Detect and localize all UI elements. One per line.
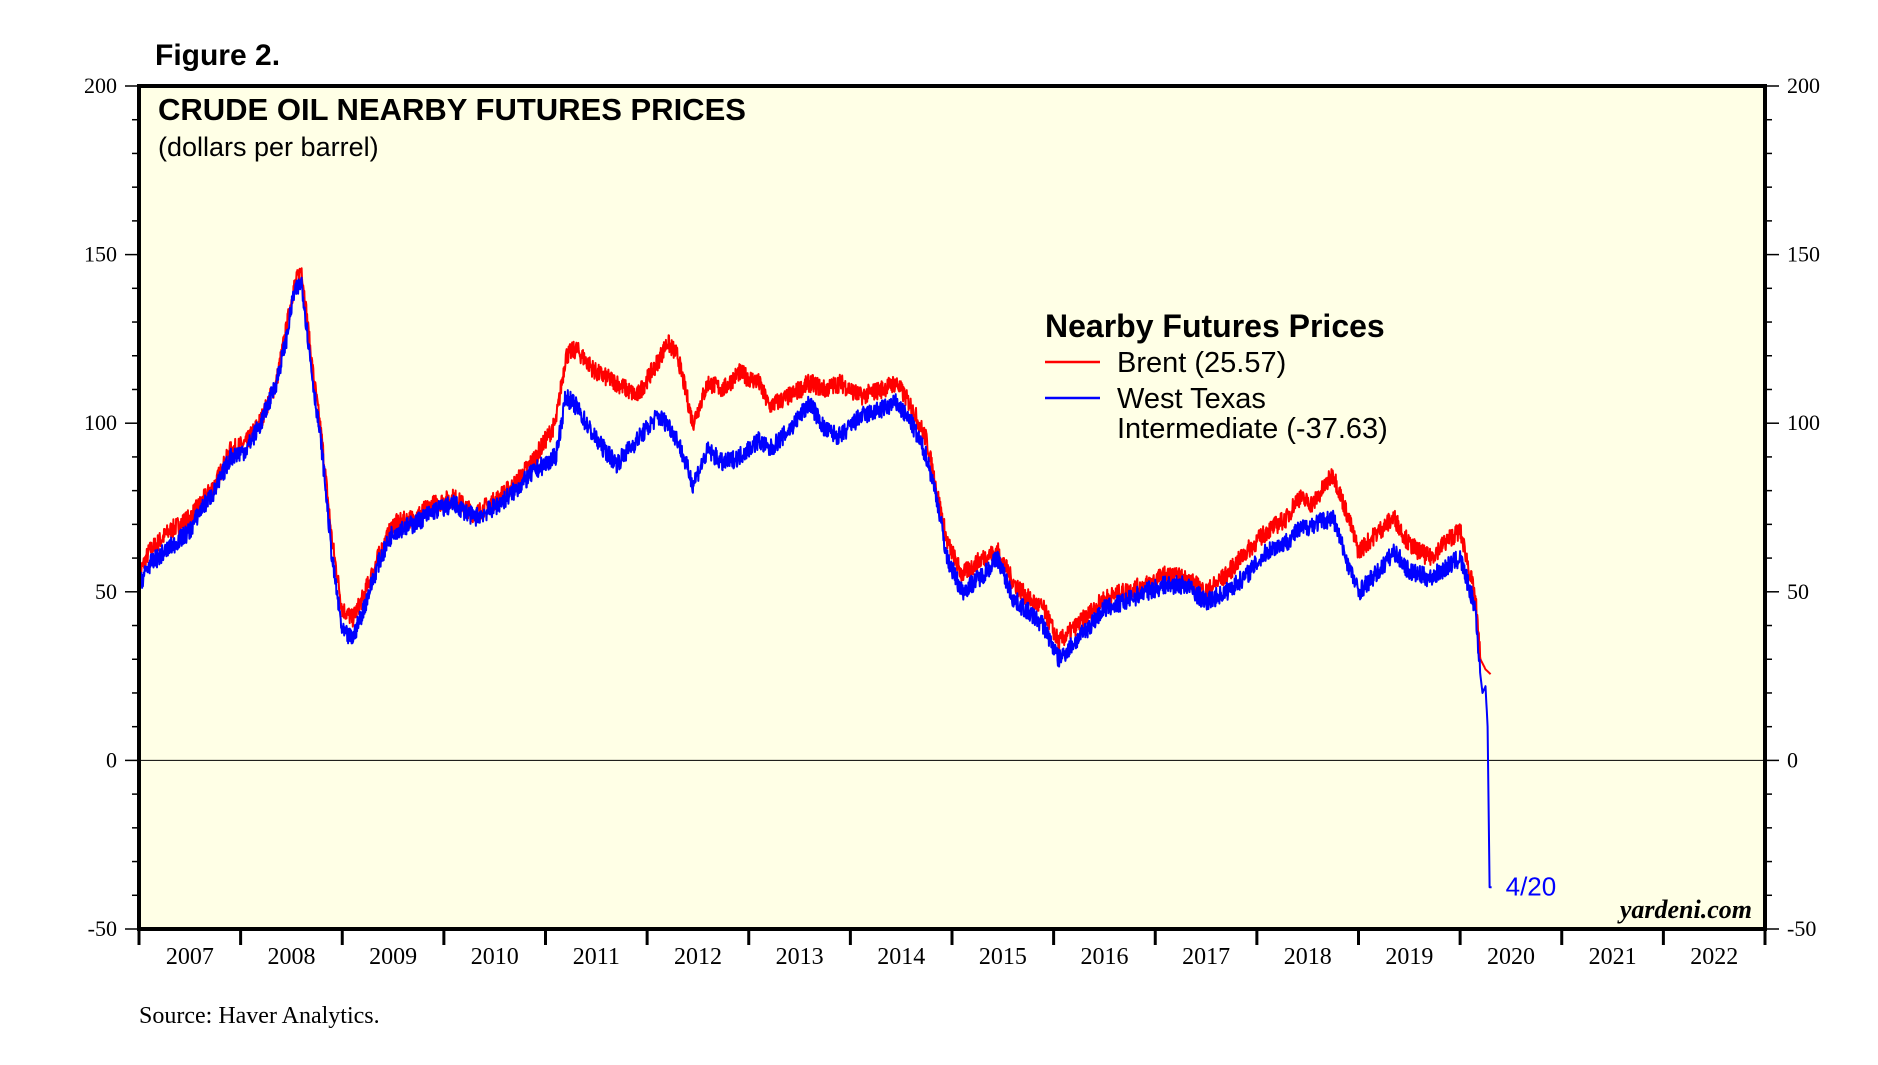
x-tick-label: 2018 (1284, 944, 1332, 970)
series-layer (138, 267, 1493, 889)
legend-label-brent: Brent (25.57) (1117, 347, 1286, 379)
legend-label-wti-line1: West Texas (1117, 383, 1266, 415)
x-tick-label: 2008 (267, 944, 315, 970)
y-tick-label-left: 150 (84, 242, 117, 267)
x-axis: 2007 2008 2009 2010 2011 2012 2013 2014 2015 2016… (137, 929, 1767, 970)
y-axis-right: -50 0 50 100 150 200 (1765, 73, 1820, 941)
x-tick-label: 2007 (166, 944, 214, 970)
y-tick-label-left: 50 (95, 579, 117, 604)
plot-background (139, 86, 1765, 929)
y-tick-label-right: 0 (1787, 747, 1798, 772)
x-tick-label: 2013 (776, 944, 824, 970)
series-line-brent (138, 267, 1492, 675)
x-tick-label: 2020 (1487, 944, 1535, 970)
annotation-label: 4/20 (1506, 871, 1557, 901)
x-tick-label: 2011 (573, 944, 620, 970)
y-tick-label-right: 150 (1787, 242, 1820, 267)
y-tick-label-right: -50 (1787, 916, 1816, 941)
x-tick-label: 2014 (877, 944, 925, 970)
x-tick-label: 2009 (369, 944, 417, 970)
x-tick-label: 2017 (1182, 944, 1230, 970)
y-tick-label-left: -50 (88, 916, 117, 941)
legend-label-wti-line2: Intermediate (-37.63) (1117, 413, 1388, 445)
y-axis-left: -50 0 50 100 150 200 (84, 73, 139, 941)
x-tick-label: 2010 (471, 944, 519, 970)
y-tick-label-left: 100 (84, 410, 117, 435)
legend: Nearby Futures Prices Brent (25.57) West… (1045, 308, 1388, 445)
brand-label: yardeni.com (1617, 895, 1752, 924)
x-tick-label: 2016 (1080, 944, 1128, 970)
chart-subtitle: (dollars per barrel) (158, 132, 379, 162)
legend-title: Nearby Futures Prices (1045, 308, 1385, 344)
source-note: Source: Haver Analytics. (139, 1003, 380, 1029)
chart-title: CRUDE OIL NEARBY FUTURES PRICES (158, 92, 746, 127)
y-tick-label-right: 100 (1787, 410, 1820, 435)
x-tick-label: 2012 (674, 944, 722, 970)
y-tick-label-left: 200 (84, 73, 117, 98)
y-tick-label-right: 50 (1787, 579, 1809, 604)
y-tick-label-right: 200 (1787, 73, 1820, 98)
x-tick-label: 2015 (979, 944, 1027, 970)
y-tick-label-left: 0 (106, 747, 117, 772)
x-tick-label: 2022 (1690, 944, 1738, 970)
figure-label: Figure 2. (155, 39, 280, 72)
x-tick-label: 2019 (1385, 944, 1433, 970)
x-tick-label: 2021 (1589, 944, 1637, 970)
series-line-wti (138, 276, 1493, 889)
